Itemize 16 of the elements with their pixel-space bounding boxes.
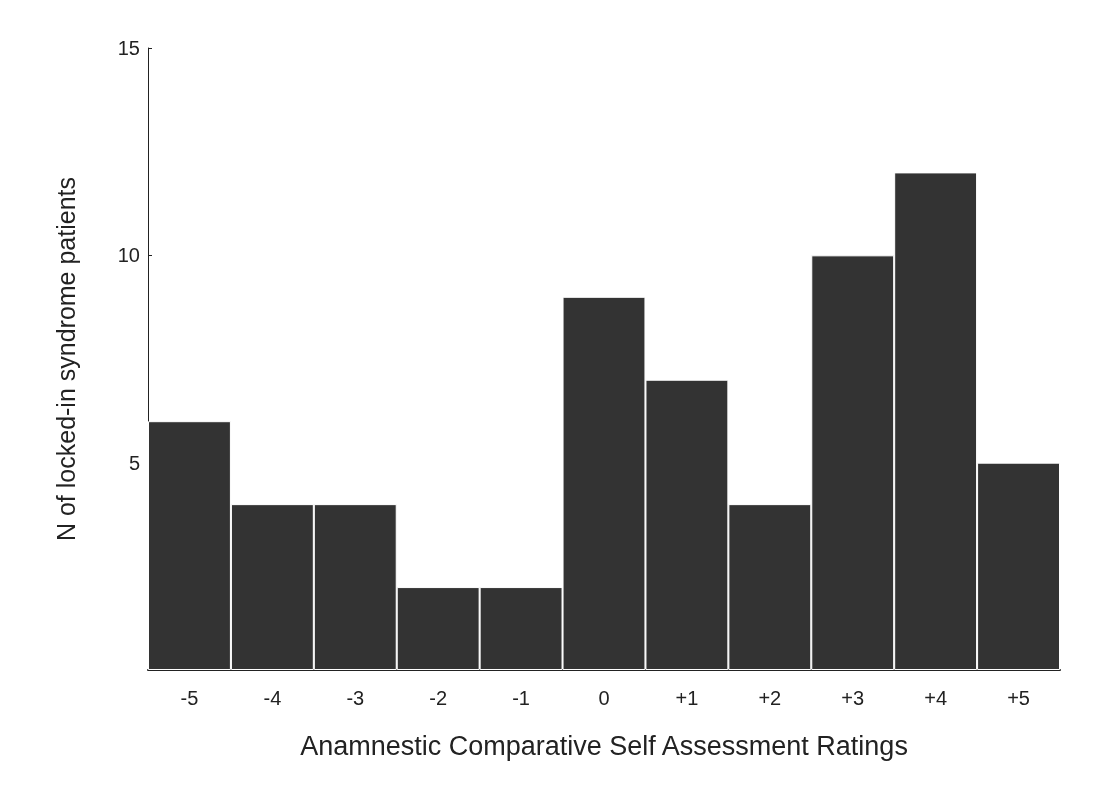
x-tick-label: -4 [263,687,282,709]
x-tick-label: +1 [675,687,699,709]
x-tick-label: +5 [1007,687,1030,709]
y-tick-label: 15 [117,37,140,59]
x-tick-label: -1 [512,687,530,709]
x-tick-label: -2 [429,687,448,709]
x-tick-label: -3 [346,687,365,709]
y-axis-title: N of locked-in syndrome patients [51,176,80,542]
x-tick-label: +3 [841,687,865,709]
x-tick-label: +4 [924,687,948,709]
x-tick-label: +2 [758,687,782,709]
x-tick-label: -5 [180,687,199,709]
x-tick-label: 0 [598,687,610,709]
y-tick-label: 5 [128,451,140,474]
y-tick-label: 10 [117,244,140,267]
x-axis-title: Anamnestic Comparative Self Assessment Ratings [300,730,908,761]
